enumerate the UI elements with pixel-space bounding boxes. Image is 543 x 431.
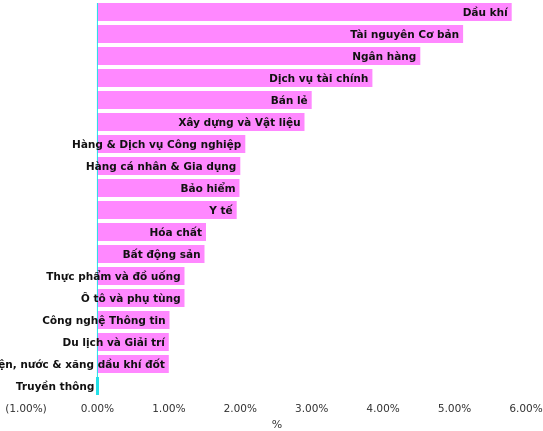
bar-label: Bán lẻ: [271, 95, 308, 107]
bar-label: Y tế: [208, 204, 233, 217]
bar-label: Tài nguyên Cơ bản: [350, 29, 459, 41]
bar-label: Bất động sản: [123, 248, 201, 261]
bar-label: Công nghệ Thông tin: [42, 315, 165, 327]
x-tick-label: 0.00%: [81, 403, 114, 415]
x-tick-label: 6.00%: [509, 403, 542, 415]
bar: [97, 267, 185, 285]
bar: [97, 333, 169, 351]
bar-label: Ngân hàng: [352, 51, 416, 63]
bar-label: Hóa chất: [149, 226, 202, 239]
bar-labels-group: Dầu khí Tài nguyên Cơ bản Ngân hàng Dịch vụ…: [0, 7, 509, 393]
x-tick-label: (1.00%): [5, 403, 47, 415]
bars-group: [96, 3, 512, 395]
bar-label: Thực phẩm và đồ uống: [46, 270, 180, 283]
bar: [97, 47, 421, 65]
bar: [97, 355, 169, 373]
bar-label: Truyền thông: [16, 380, 94, 393]
bar: [97, 135, 246, 153]
bar-label: Dầu khí: [463, 7, 509, 19]
bar: [97, 223, 206, 241]
bar: [97, 3, 512, 21]
bar-label: Hàng cá nhân & Gia dụng: [86, 161, 236, 173]
x-tick-label: 5.00%: [438, 403, 471, 415]
bar: [97, 201, 237, 219]
bar-label: Điện, nước & xăng dầu khí đốt: [0, 358, 165, 371]
bar-label: Dịch vụ tài chính: [269, 73, 368, 85]
bar: [97, 289, 185, 307]
bar-label: Hàng & Dịch vụ Công nghiệp: [72, 139, 242, 151]
x-tick-label: 2.00%: [224, 403, 257, 415]
x-tick-label: 3.00%: [295, 403, 328, 415]
bar: [97, 157, 241, 175]
x-axis-ticks: (1.00%) 0.00% 1.00% 2.00% 3.00% 4.00% 5.00% 6.0…: [5, 403, 542, 415]
bar: [97, 91, 312, 109]
bar-label: Bảo hiểm: [180, 182, 235, 195]
bar-label: Du lịch và Giải trí: [63, 337, 167, 349]
x-axis-title: %: [272, 418, 282, 431]
bar-label: Xây dựng và Vật liệu: [178, 117, 300, 129]
x-tick-label: 1.00%: [152, 403, 185, 415]
x-tick-label: 4.00%: [366, 403, 399, 415]
bar: [97, 311, 170, 329]
bar-label: Ô tô và phụ tùng: [81, 292, 181, 305]
bar: [97, 113, 305, 131]
bar: [97, 69, 373, 87]
bar: [97, 245, 205, 263]
bar: [97, 179, 240, 197]
bar: [97, 25, 464, 43]
